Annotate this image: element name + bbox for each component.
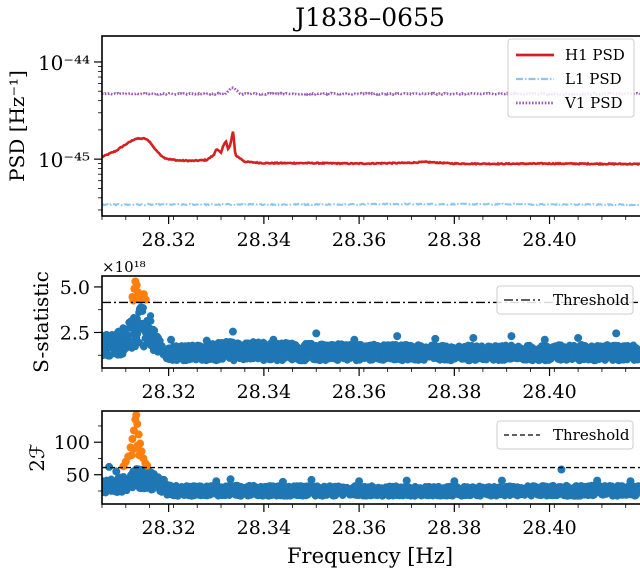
scatter-point	[212, 477, 221, 486]
x-axis-label: Frequency [Hz]	[287, 544, 453, 568]
threshold-legend: Threshold	[496, 285, 634, 315]
y-tick-label: 5.0	[60, 277, 90, 299]
legend-label: Threshold	[553, 291, 630, 309]
x-tick-label: 28.40	[522, 381, 576, 403]
scatter-point	[139, 304, 147, 312]
scatter-point	[269, 335, 278, 344]
scatter-point	[105, 462, 114, 471]
legend-frame	[507, 38, 635, 118]
scatter-point	[612, 329, 621, 338]
scatter-point	[146, 312, 155, 320]
series-line-h1-psd	[102, 131, 640, 167]
2F-axes-frame	[101, 410, 640, 505]
above-threshold-point	[134, 430, 143, 439]
y-tick-label: 100	[54, 432, 90, 454]
y-tick-label: 50	[66, 465, 90, 487]
y-tick-label: 10⁻⁴⁴	[38, 51, 90, 75]
scatter-point	[635, 482, 640, 490]
x-tick-label: 28.34	[237, 517, 291, 539]
scatter-point	[557, 465, 566, 474]
psd-axes-frame	[101, 35, 640, 217]
legend: H1 PSD L1 PSD V1 PSD	[507, 38, 635, 118]
x-tick-label: 28.32	[141, 381, 195, 403]
above-threshold-point	[133, 441, 142, 450]
above-threshold-point	[132, 411, 141, 419]
above-threshold-point	[135, 451, 144, 460]
scatter-point	[507, 332, 516, 341]
scatter-point	[350, 335, 359, 344]
threshold-legend: Threshold	[496, 420, 634, 450]
scatter-point	[497, 476, 506, 485]
x-tick-label: 28.40	[522, 229, 576, 251]
y-axis-label: PSD [Hz⁻¹]	[5, 70, 29, 182]
psd-panel: 10⁻⁴⁴ 10⁻⁴⁵ PSD [Hz⁻¹] 28.32 28.34 28.36 28.38…	[5, 35, 640, 251]
scatter-point	[112, 467, 121, 476]
scatter-point	[307, 475, 316, 484]
scatter-point	[393, 332, 402, 341]
scatter-point	[635, 348, 640, 356]
s-statistic-axes-frame	[101, 275, 640, 369]
2F-plot-area	[102, 411, 640, 500]
series-line-l1-psd	[102, 202, 640, 207]
y-axis-label: S-statistic	[29, 271, 53, 373]
psd-plot-area	[102, 86, 640, 207]
scatter-point	[150, 326, 158, 334]
y-scale-label: ×10¹⁸	[102, 258, 146, 276]
scatter-point	[114, 327, 123, 336]
scatter-point	[469, 333, 478, 342]
above-threshold-point	[143, 461, 152, 470]
scatter-point	[147, 317, 155, 325]
scatter-point	[226, 475, 235, 484]
legend-frame	[496, 420, 634, 450]
scatter-point	[312, 329, 321, 338]
above-threshold-point	[133, 420, 142, 429]
scatter-point	[540, 335, 549, 344]
scatter-point	[431, 334, 440, 343]
y-axis-label: 2ℱ	[25, 443, 49, 472]
above-threshold-point	[141, 295, 150, 304]
chart-title: J1838–0655	[292, 3, 445, 32]
scatter-point	[159, 475, 168, 484]
above-threshold-point	[132, 281, 141, 290]
scatter-point	[574, 333, 583, 342]
scatter-point	[167, 335, 176, 344]
scatter-point	[278, 477, 287, 486]
x-tick-label: 28.34	[237, 381, 291, 403]
s-statistic-plot-area	[102, 277, 640, 365]
scatter-point	[626, 477, 635, 486]
legend-label: H1 PSD	[565, 46, 625, 64]
scatter-point	[450, 477, 459, 486]
above-threshold-point	[127, 451, 136, 460]
scatter-point	[355, 477, 364, 486]
scatter-point	[202, 336, 211, 345]
x-tick-label: 28.36	[332, 381, 386, 403]
x-tick-label: 28.36	[332, 229, 386, 251]
above-threshold-point	[135, 295, 144, 304]
above-threshold-point	[128, 434, 137, 443]
x-tick-label: 28.32	[141, 517, 195, 539]
legend-label: L1 PSD	[565, 70, 622, 88]
legend-label: V1 PSD	[564, 94, 623, 112]
y-tick-label: 2.5	[60, 322, 90, 344]
x-tick-label: 28.38	[427, 381, 481, 403]
x-tick-label: 28.36	[332, 517, 386, 539]
s-statistic-panel: 2.5 5.0 S-statistic ×10¹⁸ 28.32 28.34 28.36 28.…	[29, 258, 640, 403]
series-line-v1-psd	[102, 86, 640, 97]
x-tick-label: 28.32	[141, 229, 195, 251]
scatter-point	[402, 476, 411, 485]
scatter-point	[228, 327, 237, 336]
legend-label: Threshold	[553, 426, 630, 444]
legend-frame	[496, 285, 634, 315]
scatter-point	[593, 476, 602, 485]
y-tick-label: 10⁻⁴⁵	[38, 148, 90, 172]
x-tick-label: 28.38	[427, 229, 481, 251]
x-tick-label: 28.40	[522, 517, 576, 539]
x-tick-label: 28.38	[427, 517, 481, 539]
x-tick-label: 28.34	[237, 229, 291, 251]
